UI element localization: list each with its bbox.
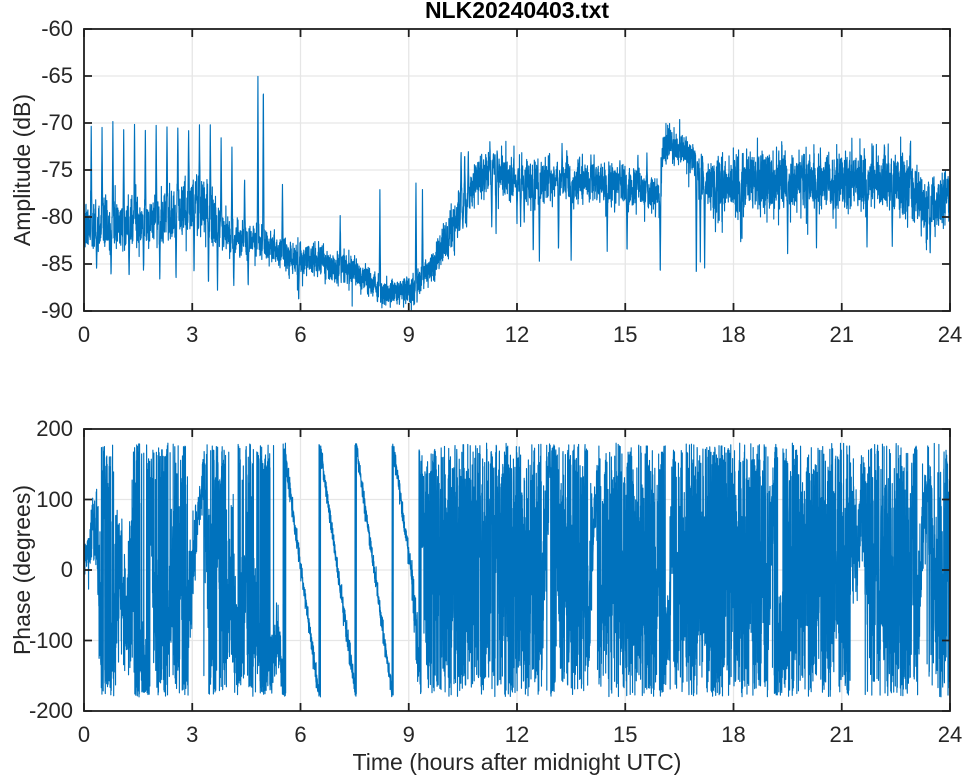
amplitude-y-tick-label: -60: [41, 16, 73, 41]
amplitude-x-tick-label: 6: [294, 322, 307, 347]
amplitude-y-tick-label: -90: [41, 298, 73, 323]
amplitude-y-tick-label: -85: [41, 251, 73, 276]
amplitude-x-tick-label: 9: [402, 322, 415, 347]
phase-y-tick-label: -100: [28, 627, 73, 653]
phase-x-tick-label: 12: [504, 722, 530, 747]
phase-y-tick-label: 0: [60, 557, 73, 582]
phase-x-tick-label: 24: [937, 722, 963, 747]
phase-x-tick-label: 15: [613, 722, 638, 747]
phase-x-tick-label: 9: [402, 722, 415, 747]
amplitude-x-tick-label: 12: [504, 322, 530, 347]
phase-y-tick-label: -200: [28, 698, 73, 723]
amplitude-x-tick-label: 0: [77, 322, 91, 347]
amplitude-x-tick-label: 21: [829, 322, 854, 347]
amplitude-x-tick-label: 24: [937, 322, 963, 347]
phase-x-tick-label: 0: [77, 722, 91, 747]
phase-y-tick-label: 200: [36, 416, 73, 441]
amplitude-y-tick-label: -70: [41, 110, 73, 135]
phase-y-tick-label: 100: [36, 486, 73, 512]
amplitude-y-tick-label: -80: [41, 204, 73, 229]
amplitude-y-tick-label: -75: [41, 157, 73, 182]
figure-title: NLK20240403.txt: [424, 0, 610, 23]
phase-x-tick-label: 18: [721, 722, 746, 747]
phase-x-tick-label: 3: [186, 722, 199, 747]
phase-x-tick-label: 21: [829, 722, 854, 747]
x-axis-label: Time (hours after midnight UTC): [352, 749, 682, 775]
phase-x-tick-label: 6: [294, 722, 307, 747]
amplitude-x-tick-label: 3: [186, 322, 199, 347]
amplitude-y-tick-label: -65: [41, 63, 73, 88]
amplitude-x-tick-label: 18: [721, 322, 746, 347]
amplitude-x-tick-label: 15: [613, 322, 638, 347]
